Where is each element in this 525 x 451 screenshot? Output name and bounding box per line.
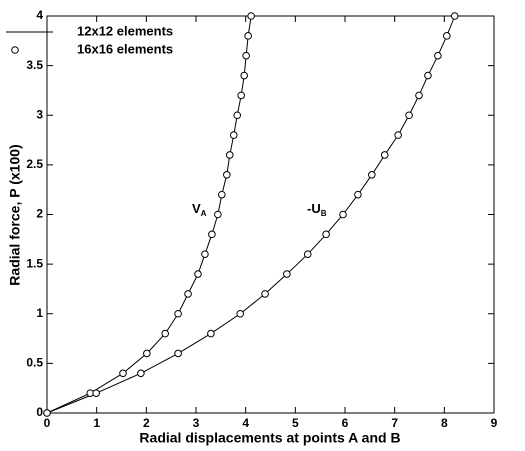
annotation-text: V (192, 201, 201, 216)
data-point (322, 230, 330, 239)
data-point (303, 250, 312, 258)
data-point (218, 190, 226, 199)
legend-label: 12x12 elements (77, 23, 173, 38)
data-point (394, 131, 402, 139)
x-tick-label: 1 (93, 416, 100, 430)
annotation-subscript: A (201, 209, 207, 218)
data-point (244, 32, 252, 40)
y-tick-label: 4 (36, 8, 43, 22)
data-point (236, 309, 245, 318)
data-point (225, 151, 234, 159)
data-point (208, 230, 216, 239)
data-point (240, 71, 248, 80)
data-point (207, 329, 215, 338)
data-point (242, 51, 250, 60)
y-tick-label: 3 (36, 107, 43, 121)
data-point (354, 190, 362, 199)
annotation-subscript: B (321, 209, 327, 218)
data-point (137, 369, 145, 378)
data-point (380, 151, 389, 159)
data-point (229, 131, 238, 139)
data-point (174, 309, 182, 318)
x-axis-label: Radial displacements at points A and B (139, 430, 400, 446)
y-tick-label: 1.5 (26, 256, 43, 270)
data-point (214, 210, 222, 219)
legend-label: 16x16 elements (77, 41, 173, 56)
data-point (368, 171, 376, 179)
x-tick-label: 7 (391, 416, 398, 430)
data-point (339, 210, 347, 219)
data-point (119, 369, 127, 378)
data-point (222, 171, 231, 179)
data-point (283, 270, 291, 278)
y-tick-label: 2 (36, 207, 43, 221)
data-point (424, 71, 432, 80)
annotation-text: -U (307, 201, 321, 216)
x-tick-label: 3 (193, 416, 200, 430)
data-point (237, 91, 245, 100)
data-point (405, 111, 413, 120)
y-tick-label: 3.5 (26, 58, 43, 72)
data-point (450, 12, 459, 20)
data-point (174, 349, 182, 358)
data-point (92, 389, 100, 397)
data-point (43, 409, 51, 417)
data-point (261, 290, 269, 298)
data-point (415, 91, 423, 100)
data-point (443, 32, 451, 40)
x-tick-label: 2 (143, 416, 150, 430)
x-tick-label: 8 (441, 416, 448, 430)
y-tick-label: 0 (36, 405, 43, 419)
x-tick-label: 4 (242, 416, 249, 430)
x-tick-label: 5 (292, 416, 299, 430)
data-point (161, 329, 170, 338)
x-tick-label: 6 (342, 416, 349, 430)
data-point (247, 12, 255, 20)
data-line (46, 15, 456, 414)
y-tick-label: 0.5 (26, 356, 43, 370)
data-point (233, 111, 242, 120)
y-tick-label: 2.5 (26, 157, 43, 171)
data-point (434, 51, 442, 60)
data-point (201, 250, 209, 258)
data-point (194, 270, 202, 278)
annotation: VA (192, 201, 207, 218)
annotation: -UB (307, 201, 327, 218)
x-tick-label: 9 (491, 416, 498, 430)
y-axis-label: Radial force, P (x100) (7, 144, 23, 285)
legend-marker (11, 46, 19, 54)
x-tick-label: 0 (44, 416, 51, 430)
y-tick-label: 1 (36, 306, 43, 320)
data-point (143, 349, 151, 358)
data-point (184, 290, 192, 298)
